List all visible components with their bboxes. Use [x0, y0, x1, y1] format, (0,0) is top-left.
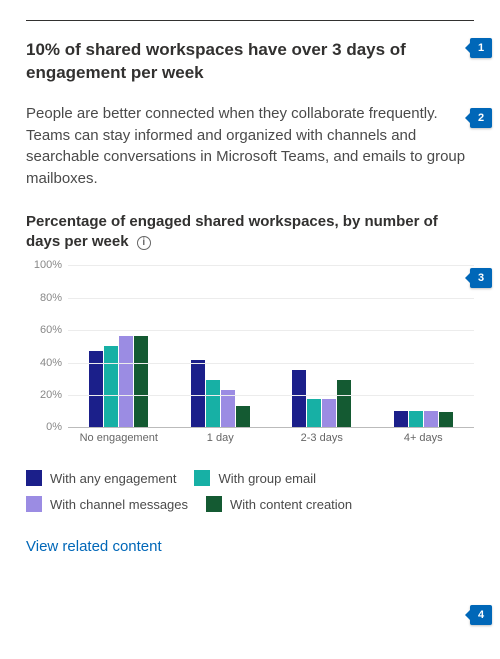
bar [119, 336, 133, 428]
bar [409, 411, 423, 429]
legend-label: With any engagement [50, 471, 176, 486]
legend-label: With group email [218, 471, 316, 486]
legend-swatch [26, 496, 42, 512]
legend-label: With channel messages [50, 497, 188, 512]
legend-swatch [26, 470, 42, 486]
y-tick-label: 20% [40, 389, 62, 401]
y-tick-label: 100% [34, 259, 62, 271]
bar [337, 380, 351, 429]
headline: 10% of shared workspaces have over 3 day… [26, 39, 474, 85]
gridline: 40% [68, 363, 474, 364]
bar-group [373, 266, 475, 428]
legend-item: With group email [194, 470, 316, 486]
annotation-callout: 4 [470, 605, 492, 625]
bar-chart: 0% 20% 40% 60% 80% 100% No engagement1 day2-3… [26, 266, 474, 456]
bar-group [170, 266, 272, 428]
bar [206, 380, 220, 429]
annotation-callout: 3 [470, 268, 492, 288]
y-tick-label: 80% [40, 292, 62, 304]
bar [394, 411, 408, 429]
legend-swatch [206, 496, 222, 512]
x-tick-label: 1 day [170, 428, 272, 456]
y-tick-label: 0% [46, 421, 62, 433]
chart-title: Percentage of engaged shared workspaces,… [26, 212, 474, 253]
annotation-callout: 1 [470, 38, 492, 58]
bar [134, 336, 148, 428]
related-content-link[interactable]: View related content [26, 538, 474, 555]
bar [307, 399, 321, 428]
bar [322, 399, 336, 428]
legend-item: With any engagement [26, 470, 176, 486]
bar [424, 411, 438, 429]
gridline: 60% [68, 330, 474, 331]
legend-swatch [194, 470, 210, 486]
legend-item: With content creation [206, 496, 352, 512]
y-tick-label: 40% [40, 357, 62, 369]
bar-group [271, 266, 373, 428]
annotation-callout: 2 [470, 108, 492, 128]
body-text: People are better connected when they co… [26, 103, 474, 190]
bar-group [68, 266, 170, 428]
bar-groups [68, 266, 474, 428]
x-axis-labels: No engagement1 day2-3 days4+ days [68, 428, 474, 456]
legend-item: With channel messages [26, 496, 188, 512]
bar [236, 406, 250, 429]
bar [439, 412, 453, 428]
gridline: 100% [68, 265, 474, 266]
chart-title-text: Percentage of engaged shared workspaces,… [26, 213, 438, 250]
y-tick-label: 60% [40, 324, 62, 336]
gridline: 20% [68, 395, 474, 396]
gridline: 80% [68, 298, 474, 299]
x-tick-label: 2-3 days [271, 428, 373, 456]
x-tick-label: No engagement [68, 428, 170, 456]
legend-label: With content creation [230, 497, 352, 512]
divider [26, 20, 474, 21]
bar [104, 346, 118, 429]
x-tick-label: 4+ days [373, 428, 475, 456]
info-icon[interactable]: i [137, 236, 151, 250]
bar [292, 370, 306, 428]
chart-legend: With any engagement With group email With … [26, 470, 474, 512]
plot-area: 0%20%40%60%80%100% [68, 266, 474, 428]
